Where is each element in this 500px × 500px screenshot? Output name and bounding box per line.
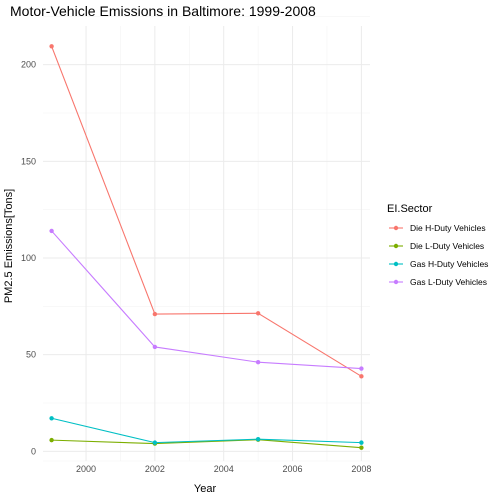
- legend-key-point: [393, 279, 399, 285]
- data-point: [359, 374, 364, 379]
- chart-title: Motor-Vehicle Emissions in Baltimore: 19…: [10, 3, 316, 19]
- y-axis-title: PM2.5 Emissions[Tons]: [3, 189, 15, 303]
- data-point: [152, 344, 158, 350]
- legend-key-point: [393, 261, 399, 267]
- legend-label: Die H-Duty Vehicles: [410, 223, 486, 233]
- data-point: [152, 311, 158, 317]
- data-point: [255, 436, 261, 442]
- series-line: [51, 417, 362, 444]
- data-point: [359, 440, 364, 445]
- x-tick-label: 2008: [351, 464, 371, 474]
- legend-item: Gas L-Duty Vehicles: [389, 277, 487, 287]
- series-lines: [51, 46, 362, 449]
- data-point: [49, 437, 54, 443]
- x-tick-label: 2006: [283, 464, 303, 474]
- x-tick-label: 2004: [214, 464, 234, 474]
- series-line: [51, 46, 362, 377]
- y-tick-label: 150: [21, 156, 36, 166]
- legend: EI.Sector Die H-Duty Vehicles Die L-Duty …: [387, 203, 488, 287]
- data-point: [152, 440, 158, 445]
- data-point: [255, 360, 261, 365]
- data-point: [49, 416, 54, 421]
- legend-label: Gas H-Duty Vehicles: [410, 259, 488, 269]
- grid: [43, 16, 370, 462]
- legend-item: Die H-Duty Vehicles: [389, 223, 486, 233]
- y-tick-label: 0: [31, 446, 36, 456]
- legend-item: Gas H-Duty Vehicles: [389, 259, 488, 269]
- x-axis-title: Year: [194, 483, 217, 495]
- data-point: [49, 228, 54, 234]
- y-axis-ticks: 0 50 100 150 200: [21, 60, 36, 457]
- legend-key-point: [393, 243, 399, 249]
- legend-item: Die L-Duty Vehicles: [389, 241, 484, 251]
- y-tick-label: 200: [21, 60, 36, 70]
- legend-title: EI.Sector: [387, 203, 433, 215]
- data-point: [255, 311, 261, 316]
- y-tick-label: 50: [26, 350, 36, 360]
- data-point: [359, 445, 364, 450]
- legend-items: Die H-Duty Vehicles Die L-Duty Vehicles Ga…: [389, 223, 488, 287]
- legend-key-point: [393, 225, 399, 231]
- data-point: [359, 366, 364, 371]
- series-line: [51, 230, 362, 370]
- x-tick-label: 2000: [76, 464, 96, 474]
- y-tick-label: 100: [21, 253, 36, 263]
- legend-label: Gas L-Duty Vehicles: [410, 277, 487, 287]
- x-axis-ticks: 2000 2002 2004 2006 2008: [76, 464, 371, 474]
- data-points: [49, 44, 364, 450]
- data-point: [49, 44, 54, 49]
- x-tick-label: 2002: [145, 464, 165, 474]
- legend-label: Die L-Duty Vehicles: [410, 241, 484, 251]
- series-line: [51, 439, 362, 449]
